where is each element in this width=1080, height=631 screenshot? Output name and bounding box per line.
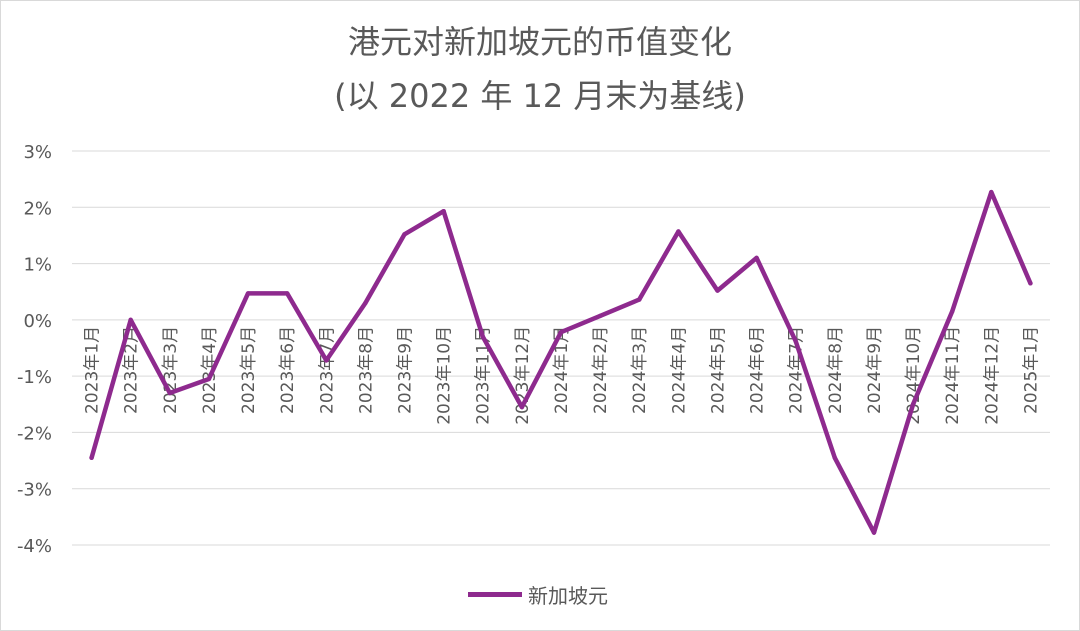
x-tick-label: 2023年5月 [239,326,259,414]
data-point [950,309,955,314]
x-tick-label: 2024年2月 [591,326,611,414]
y-tick-label: 2% [23,198,52,219]
x-tick-label: 2023年10月 [435,326,455,425]
x-tick-label: 2024年1月 [552,326,572,414]
legend-label: 新加坡元 [528,583,608,608]
x-tick-label: 2024年8月 [826,326,846,414]
legend-swatch [468,591,522,597]
data-point [206,376,212,382]
data-point [989,189,994,195]
chart-title: 港元对新加坡元的币值变化 [347,23,732,61]
chart-subtitle: (以 2022 年 12 月末为基线) [334,77,746,115]
x-tick-label: 2024年6月 [748,326,768,414]
y-tick-label: -2% [17,423,52,444]
x-tick-label: 2023年9月 [396,326,416,414]
y-tick-label: 0% [23,311,52,332]
x-tick-label: 2024年9月 [865,326,885,414]
data-point [558,330,564,335]
x-tick-label: 2023年1月 [83,326,103,414]
x-tick-label: 2023年3月 [161,326,181,414]
x-tick-label: 2024年7月 [787,326,807,414]
x-tick-label: 2024年5月 [708,326,728,414]
data-point [597,313,603,319]
data-point [128,317,133,323]
data-point [832,455,838,460]
data-point [676,229,681,234]
x-tick-label: 2024年4月 [669,326,689,414]
data-point [519,404,525,410]
x-tick-label: 2023年8月 [356,326,376,414]
x-tick-label: 2023年2月 [122,326,142,414]
data-point [284,291,290,296]
y-tick-label: 1% [23,255,52,276]
y-tick-label: -1% [17,367,52,388]
y-tick-label: -4% [17,536,52,557]
data-point [441,209,446,214]
data-point [167,390,172,396]
data-point [754,255,759,261]
data-point [715,288,720,293]
x-tick-label: 2025年1月 [1021,326,1041,414]
x-tick-label: 2023年6月 [278,326,298,414]
y-tick-label: 3% [23,142,52,163]
data-point [89,455,94,460]
x-tick-label: 2024年3月 [630,326,650,414]
data-point [324,358,329,363]
x-tick-label: 2023年4月 [200,326,220,414]
x-tick-label: 2024年11月 [943,326,963,425]
data-point [910,402,916,407]
x-tick-label: 2023年7月 [317,326,337,414]
x-tick-label: 2023年12月 [513,326,533,425]
y-tick-label: -3% [17,480,52,501]
x-tick-label: 2024年12月 [982,326,1002,425]
data-point [637,297,642,302]
legend: 新加坡元 [468,580,608,608]
data-point [363,300,368,306]
data-point [402,232,407,237]
data-point [480,334,485,339]
x-tick-label: 2024年10月 [904,326,924,425]
data-point [871,530,877,535]
data-point [1028,281,1033,286]
data-point [793,339,798,344]
data-point [245,291,251,296]
